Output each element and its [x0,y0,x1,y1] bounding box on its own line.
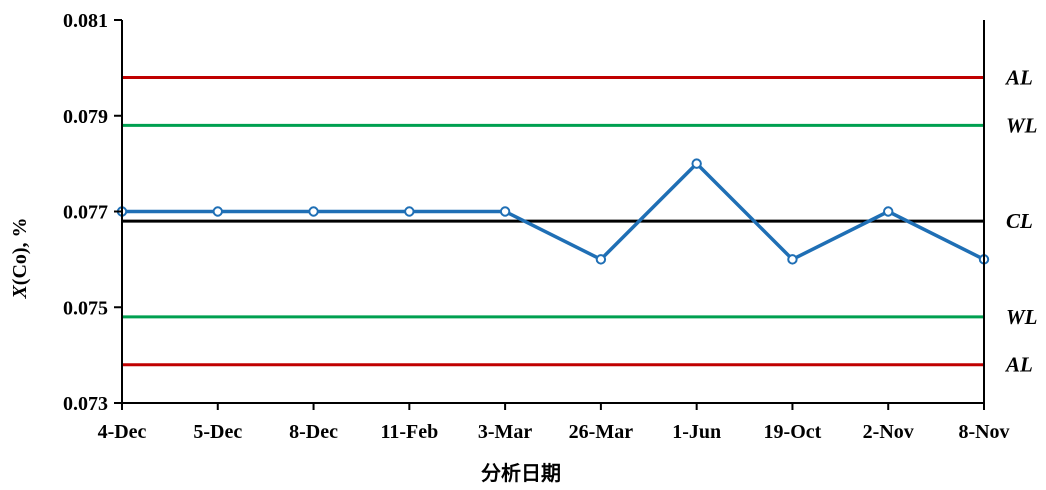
limit-label-al-4: AL [1004,353,1033,377]
y-tick-label-0: 0.073 [63,393,108,415]
y-axis-label-italic: X [9,285,31,300]
x-tick-label-5: 26-Mar [569,421,634,443]
data-series [116,158,990,265]
x-tick-label-3: 11-Feb [380,421,438,443]
y-tick-label-1: 0.075 [63,297,108,319]
x-tick-label-9: 8-Nov [958,421,1009,443]
limit-label-wl-1: WL [1006,113,1038,137]
y-axis-label-rest: (Co), % [9,217,31,285]
data-point-7 [787,254,798,265]
x-tick-label-4: 3-Mar [478,421,533,443]
x-tick-label-1: 5-Dec [193,421,242,443]
y-tick-label-4: 0.081 [63,10,108,32]
data-point-8 [883,206,894,217]
limit-label-wl-3: WL [1006,305,1038,329]
y-tick-label-3: 0.079 [63,106,108,128]
data-point-3 [404,206,415,217]
limit-lines [122,75,984,367]
limit-label-cl-2: CL [1006,209,1033,233]
axes [114,19,985,410]
x-tick-label-2: 8-Dec [289,421,338,443]
data-point-6 [691,158,702,169]
labels: AL WL CL WL AL 0.073 0.075 0.077 0.079 0.081 4-Dec… [63,10,1038,443]
data-point-5 [595,254,607,265]
data-point-2 [308,206,319,217]
x-tick-label-0: 4-Dec [98,421,147,443]
limit-label-al-0: AL [1004,65,1033,89]
x-tick-label-6: 1-Jun [672,421,721,443]
data-point-4 [499,206,511,217]
series-line-0 [122,161,985,262]
y-axis-label: X(Co), % [9,217,31,299]
y-tick-label-2: 0.077 [63,202,108,224]
x-tick-label-8: 2-Nov [863,421,914,443]
x-axis-label: 分析日期 [481,461,561,485]
x-tick-label-7: 19-Oct [764,421,822,443]
data-point-1 [212,206,223,217]
